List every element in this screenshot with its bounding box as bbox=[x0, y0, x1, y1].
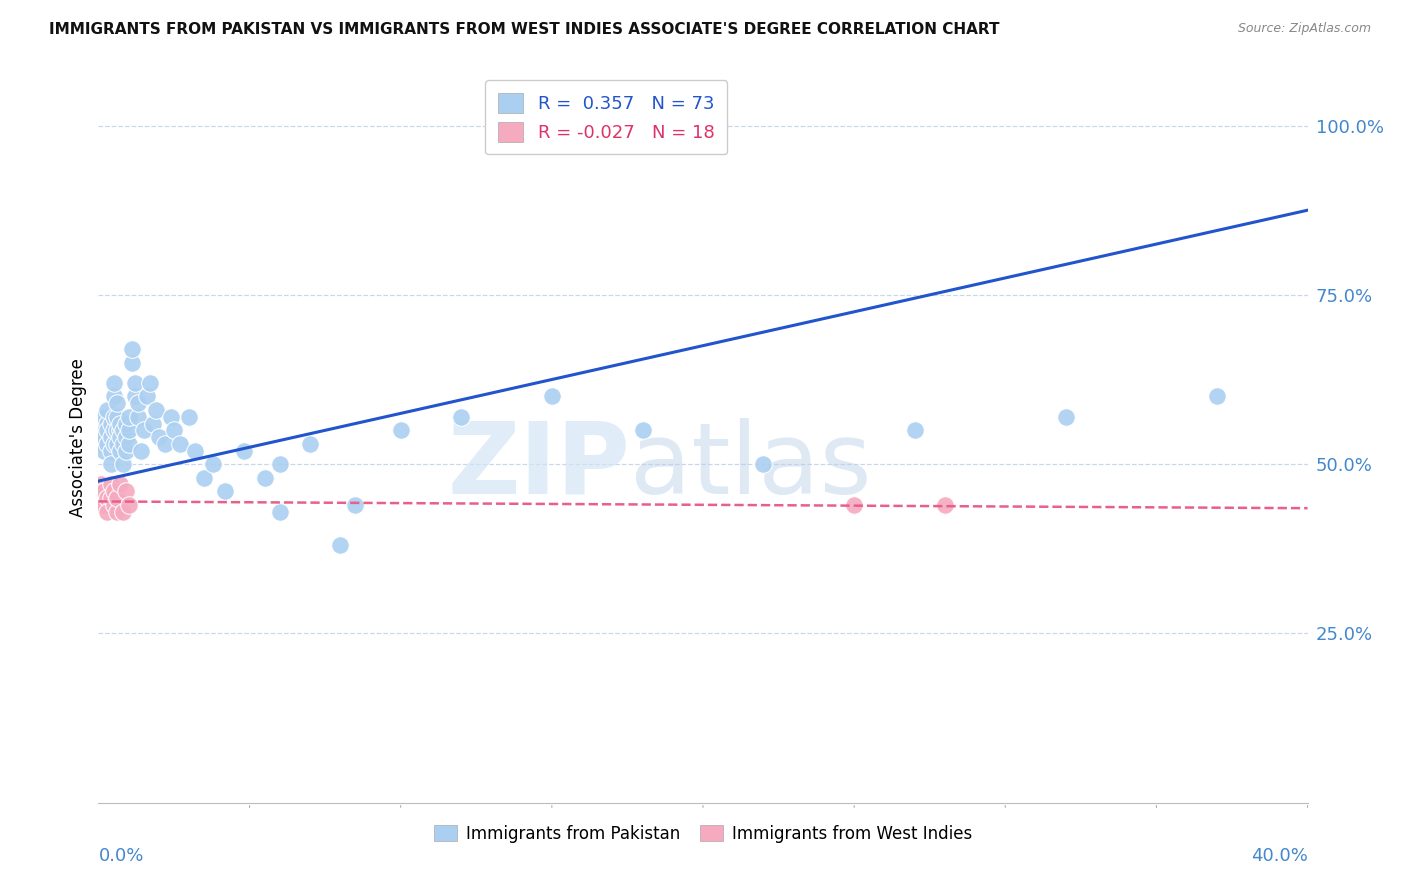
Point bbox=[163, 423, 186, 437]
Point bbox=[269, 505, 291, 519]
Point bbox=[100, 457, 122, 471]
Point bbox=[103, 498, 125, 512]
Point bbox=[193, 471, 215, 485]
Text: ZIP: ZIP bbox=[447, 417, 630, 515]
Point bbox=[184, 443, 207, 458]
Point bbox=[752, 457, 775, 471]
Point bbox=[103, 484, 125, 499]
Point bbox=[214, 484, 236, 499]
Point bbox=[118, 409, 141, 424]
Point bbox=[114, 417, 136, 431]
Point bbox=[253, 471, 276, 485]
Point bbox=[121, 355, 143, 369]
Point bbox=[105, 423, 128, 437]
Point bbox=[169, 437, 191, 451]
Point bbox=[118, 423, 141, 437]
Point bbox=[934, 498, 956, 512]
Point bbox=[160, 409, 183, 424]
Point bbox=[1054, 409, 1077, 424]
Point bbox=[93, 409, 115, 424]
Point bbox=[105, 409, 128, 424]
Y-axis label: Associate's Degree: Associate's Degree bbox=[69, 358, 87, 516]
Point bbox=[111, 423, 134, 437]
Legend: Immigrants from Pakistan, Immigrants from West Indies: Immigrants from Pakistan, Immigrants fro… bbox=[427, 818, 979, 849]
Point bbox=[105, 437, 128, 451]
Point bbox=[540, 389, 562, 403]
Point bbox=[100, 491, 122, 505]
Point bbox=[96, 423, 118, 437]
Point bbox=[111, 505, 134, 519]
Point bbox=[105, 396, 128, 410]
Point bbox=[329, 538, 352, 552]
Point bbox=[90, 477, 112, 491]
Point bbox=[139, 376, 162, 390]
Point bbox=[1206, 389, 1229, 403]
Point bbox=[344, 498, 367, 512]
Point bbox=[96, 505, 118, 519]
Point bbox=[108, 417, 131, 431]
Point bbox=[100, 417, 122, 431]
Point bbox=[108, 477, 131, 491]
Text: Source: ZipAtlas.com: Source: ZipAtlas.com bbox=[1237, 22, 1371, 36]
Text: 40.0%: 40.0% bbox=[1251, 847, 1308, 865]
Point bbox=[232, 443, 254, 458]
Point bbox=[114, 443, 136, 458]
Point bbox=[127, 396, 149, 410]
Point bbox=[108, 443, 131, 458]
Point bbox=[269, 457, 291, 471]
Point bbox=[121, 342, 143, 356]
Point bbox=[844, 498, 866, 512]
Text: 0.0%: 0.0% bbox=[98, 847, 143, 865]
Point bbox=[96, 417, 118, 431]
Point bbox=[450, 409, 472, 424]
Point bbox=[103, 389, 125, 403]
Point bbox=[100, 430, 122, 444]
Point bbox=[202, 457, 225, 471]
Point bbox=[105, 491, 128, 505]
Point bbox=[100, 477, 122, 491]
Point bbox=[108, 423, 131, 437]
Point bbox=[93, 484, 115, 499]
Point bbox=[90, 437, 112, 451]
Point bbox=[142, 417, 165, 431]
Text: atlas: atlas bbox=[630, 417, 872, 515]
Point bbox=[108, 430, 131, 444]
Point bbox=[96, 403, 118, 417]
Point bbox=[389, 423, 412, 437]
Point bbox=[118, 437, 141, 451]
Point bbox=[103, 423, 125, 437]
Point bbox=[179, 409, 201, 424]
Point bbox=[129, 443, 152, 458]
Point bbox=[118, 498, 141, 512]
Text: IMMIGRANTS FROM PAKISTAN VS IMMIGRANTS FROM WEST INDIES ASSOCIATE'S DEGREE CORRE: IMMIGRANTS FROM PAKISTAN VS IMMIGRANTS F… bbox=[49, 22, 1000, 37]
Point bbox=[631, 423, 654, 437]
Point bbox=[96, 437, 118, 451]
Point bbox=[124, 389, 146, 403]
Point bbox=[299, 437, 322, 451]
Point bbox=[100, 443, 122, 458]
Point bbox=[124, 376, 146, 390]
Point bbox=[127, 409, 149, 424]
Point bbox=[90, 423, 112, 437]
Point bbox=[148, 430, 170, 444]
Point bbox=[111, 457, 134, 471]
Point bbox=[103, 409, 125, 424]
Point bbox=[103, 437, 125, 451]
Point bbox=[105, 505, 128, 519]
Point bbox=[904, 423, 927, 437]
Point bbox=[132, 423, 155, 437]
Point bbox=[93, 498, 115, 512]
Point bbox=[135, 389, 157, 403]
Point bbox=[153, 437, 176, 451]
Point bbox=[145, 403, 167, 417]
Point bbox=[93, 443, 115, 458]
Point bbox=[111, 437, 134, 451]
Point bbox=[96, 491, 118, 505]
Point bbox=[114, 484, 136, 499]
Point bbox=[90, 498, 112, 512]
Point bbox=[93, 430, 115, 444]
Point bbox=[103, 376, 125, 390]
Point bbox=[114, 430, 136, 444]
